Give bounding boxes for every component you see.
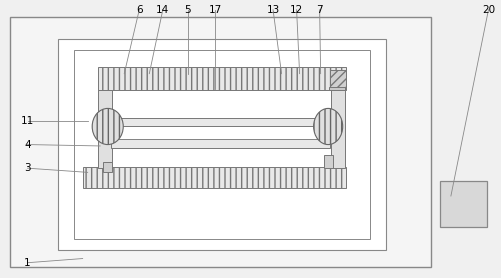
Text: 17: 17 (209, 5, 222, 15)
Bar (74, 50, 370, 239)
Bar (58, 39, 386, 250)
Bar (111, 118, 330, 126)
Bar (111, 139, 330, 148)
Bar (98, 90, 112, 168)
Ellipse shape (314, 108, 343, 145)
Bar (329, 87, 345, 90)
Text: 3: 3 (24, 163, 31, 173)
Bar (330, 70, 346, 88)
Text: 20: 20 (482, 5, 495, 15)
Bar (440, 181, 487, 227)
Bar (324, 155, 333, 168)
Bar (83, 167, 346, 188)
Text: 11: 11 (21, 116, 34, 126)
Text: 7: 7 (316, 5, 323, 15)
Text: 5: 5 (184, 5, 191, 15)
Text: 14: 14 (156, 5, 169, 15)
Bar (331, 90, 345, 168)
Text: 12: 12 (290, 5, 303, 15)
Ellipse shape (92, 108, 123, 145)
Text: 1: 1 (24, 258, 31, 268)
Bar (10, 17, 431, 267)
Bar (103, 162, 112, 172)
Bar (98, 67, 346, 90)
Text: 6: 6 (136, 5, 143, 15)
Text: 13: 13 (267, 5, 280, 15)
Text: 4: 4 (24, 140, 31, 150)
